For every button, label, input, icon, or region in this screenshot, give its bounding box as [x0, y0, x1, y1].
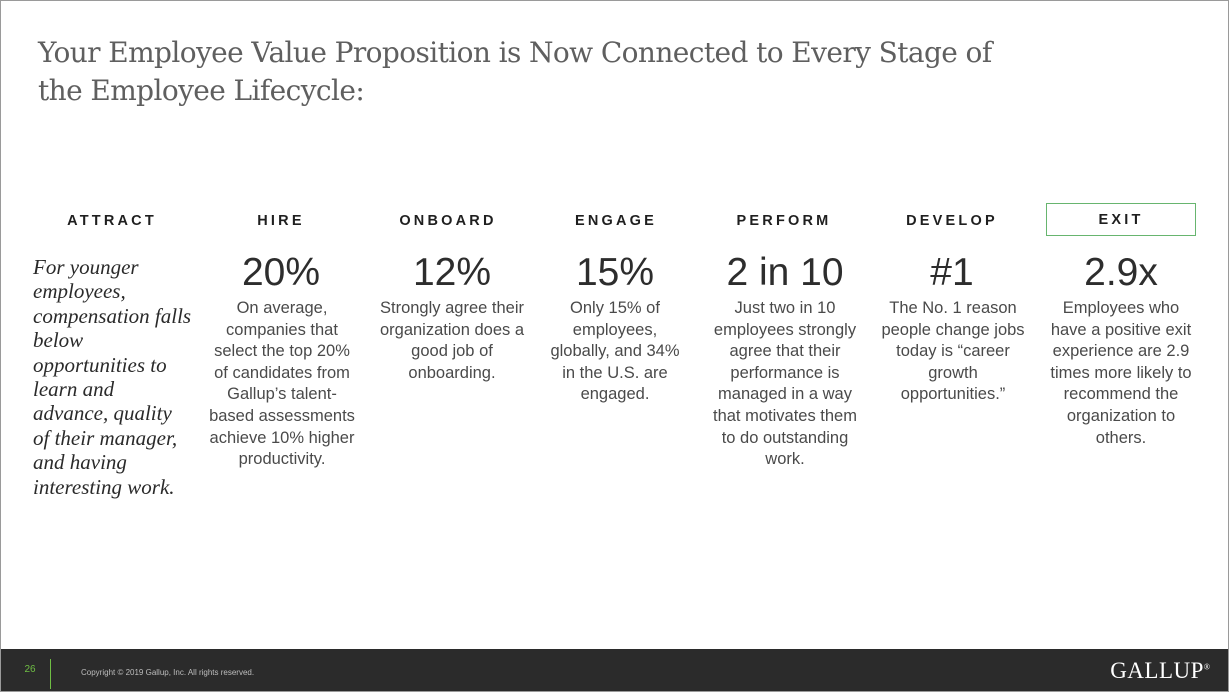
perform-stat: 2 in 10	[726, 251, 844, 294]
stage-header-hire: HIRE	[257, 213, 305, 229]
logo-text: GALLUP	[1110, 658, 1204, 683]
footer-bar: 26 Copyright © 2019 Gallup, Inc. All rig…	[1, 649, 1228, 691]
stage-header-perform: PERFORM	[736, 213, 832, 229]
registered-mark: ®	[1203, 662, 1210, 672]
stage-header-attract: ATTRACT	[67, 213, 157, 229]
develop-stat: #1	[930, 251, 974, 294]
onboard-description: Strongly agree their organization does a…	[379, 299, 525, 382]
footer-divider	[50, 659, 51, 689]
exit-description: Employees who have a positive exit exper…	[1050, 299, 1192, 447]
exit-stat: 2.9x	[1084, 251, 1158, 294]
onboard-stat: 12%	[412, 251, 492, 294]
gallup-logo: GALLUP®	[1110, 658, 1210, 684]
stage-header-engage: ENGAGE	[574, 213, 658, 229]
hire-description: On average, companies that select the to…	[209, 299, 355, 469]
page-number: 26	[24, 664, 36, 675]
perform-description: Just two in 10 employees strongly agree …	[713, 299, 857, 469]
slide-title: Your Employee Value Proposition is Now C…	[38, 36, 992, 107]
copyright-text: Copyright © 2019 Gallup, Inc. All rights…	[81, 668, 255, 677]
stage-header-onboard: ONBOARD	[399, 213, 497, 229]
develop-description: The No. 1 reason people change jobs toda…	[881, 299, 1025, 404]
stage-header-exit: EXIT	[1046, 203, 1196, 236]
engage-description: Only 15% of employees, globally, and 34%…	[550, 299, 680, 404]
attract-intro-text: For younger employees, compensation fall…	[33, 255, 192, 499]
hire-stat: 20%	[241, 251, 321, 294]
stage-header-develop: DEVELOP	[906, 213, 998, 229]
engage-stat: 15%	[575, 251, 655, 294]
